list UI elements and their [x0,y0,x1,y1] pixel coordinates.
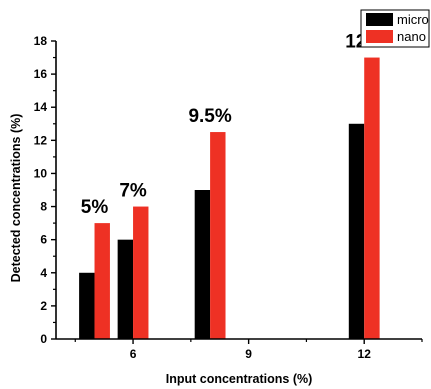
legend-swatch [366,30,393,43]
bar-micro [117,239,134,339]
bar-nano [94,223,110,339]
bar-nano [364,57,380,340]
y-axis-title: Detected concentrations (%) [9,114,23,283]
y-tick-label: 8 [40,200,47,214]
y-tick-label: 14 [34,100,48,114]
y-tick-label: 6 [40,233,47,247]
bars-layer [79,57,380,340]
bar-annotation: 9.5% [188,106,231,127]
y-tick-label: 4 [40,266,47,280]
legend-swatch [366,13,393,26]
y-tick-label: 2 [40,299,47,313]
x-tick-label: 12 [358,347,372,361]
legend-label: nano [397,29,426,44]
x-tick-label: 6 [130,347,137,361]
y-tick-label: 12 [34,133,48,147]
legend: micro nano [360,9,430,48]
axes-layer [51,40,423,344]
y-tick-label: 0 [40,332,47,346]
bar-micro [348,123,365,340]
legend-label: micro [397,12,429,27]
bar-annotation: 5% [81,197,109,218]
x-tick-label: 9 [245,347,252,361]
bar-annotation: 7% [119,181,147,202]
y-tick-label: 10 [34,166,48,180]
y-tick-label: 18 [34,34,48,48]
bar-micro [194,190,211,339]
bar-nano [133,206,149,339]
bar-nano [210,132,226,339]
x-axis-title: Input concentrations (%) [166,372,313,386]
bar-micro [79,272,95,339]
y-tick-label: 16 [34,67,48,81]
